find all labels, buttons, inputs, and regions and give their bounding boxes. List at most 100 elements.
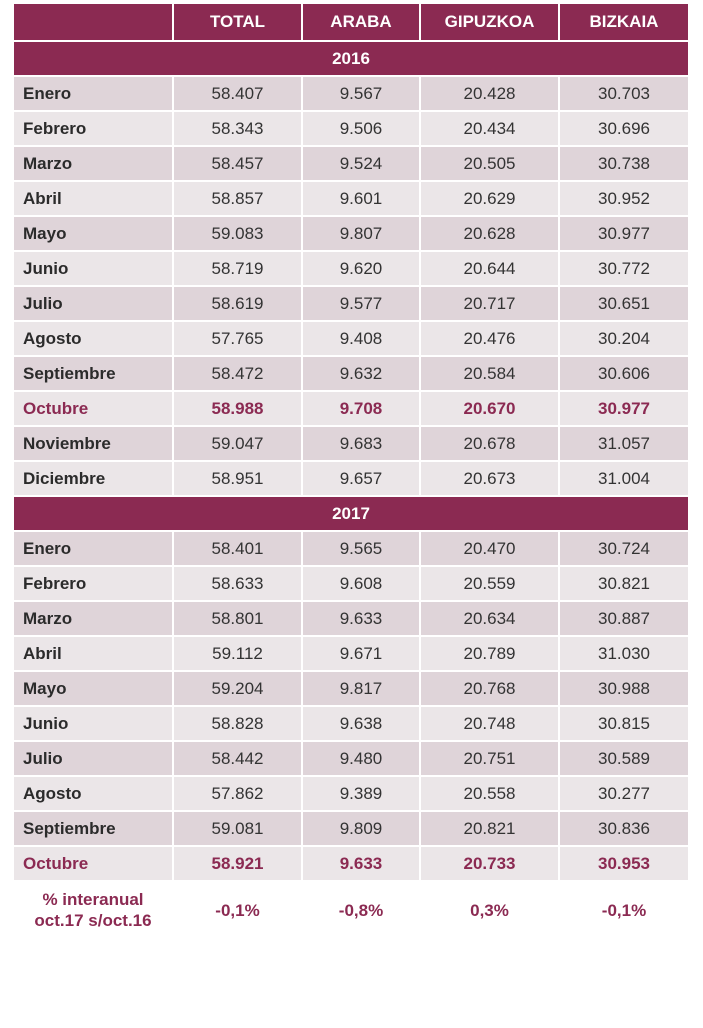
- cell-gipuzkoa: 20.470: [419, 530, 560, 567]
- cell-gipuzkoa: 20.476: [419, 320, 560, 357]
- year-header-row: 2017: [12, 495, 690, 532]
- cell-total: 58.343: [172, 110, 303, 147]
- cell-gipuzkoa: 20.733: [419, 845, 560, 882]
- interannual-total: -0,1%: [172, 880, 303, 940]
- cell-gipuzkoa: 20.748: [419, 705, 560, 742]
- cell-bizkaia: 30.977: [558, 215, 690, 252]
- cell-araba: 9.632: [301, 355, 421, 392]
- cell-araba: 9.567: [301, 75, 421, 112]
- cell-bizkaia: 30.772: [558, 250, 690, 287]
- cell-araba: 9.809: [301, 810, 421, 847]
- cell-gipuzkoa: 20.644: [419, 250, 560, 287]
- month-label: Abril: [12, 180, 174, 217]
- cell-total: 57.862: [172, 775, 303, 812]
- cell-araba: 9.708: [301, 390, 421, 427]
- table-row: Agosto 57.765 9.408 20.476 30.204: [12, 320, 690, 357]
- cell-total: 58.828: [172, 705, 303, 742]
- table-row: Julio 58.442 9.480 20.751 30.589: [12, 740, 690, 777]
- cell-gipuzkoa: 20.821: [419, 810, 560, 847]
- cell-bizkaia: 30.277: [558, 775, 690, 812]
- cell-total: 59.083: [172, 215, 303, 252]
- cell-gipuzkoa: 20.629: [419, 180, 560, 217]
- month-label: Junio: [12, 705, 174, 742]
- cell-total: 58.951: [172, 460, 303, 497]
- table-row: Mayo 59.204 9.817 20.768 30.988: [12, 670, 690, 707]
- month-label: Septiembre: [12, 355, 174, 392]
- month-label: Agosto: [12, 775, 174, 812]
- cell-araba: 9.683: [301, 425, 421, 462]
- cell-total: 58.801: [172, 600, 303, 637]
- cell-araba: 9.620: [301, 250, 421, 287]
- table-row: Abril 59.112 9.671 20.789 31.030: [12, 635, 690, 672]
- cell-bizkaia: 30.606: [558, 355, 690, 392]
- cell-total: 58.401: [172, 530, 303, 567]
- cell-gipuzkoa: 20.634: [419, 600, 560, 637]
- month-label: Enero: [12, 75, 174, 112]
- cell-total: 58.719: [172, 250, 303, 287]
- interannual-label: % interanual oct.17 s/oct.16: [12, 880, 174, 940]
- month-label: Mayo: [12, 670, 174, 707]
- cell-bizkaia: 30.988: [558, 670, 690, 707]
- table-row: Junio 58.828 9.638 20.748 30.815: [12, 705, 690, 742]
- table-row: Septiembre 58.472 9.632 20.584 30.606: [12, 355, 690, 392]
- cell-araba: 9.633: [301, 600, 421, 637]
- header-gipuzkoa: GIPUZKOA: [419, 2, 560, 42]
- cell-total: 58.472: [172, 355, 303, 392]
- cell-gipuzkoa: 20.678: [419, 425, 560, 462]
- month-label: Junio: [12, 250, 174, 287]
- header-total: TOTAL: [172, 2, 303, 42]
- cell-gipuzkoa: 20.628: [419, 215, 560, 252]
- month-label: Julio: [12, 285, 174, 322]
- cell-gipuzkoa: 20.673: [419, 460, 560, 497]
- header-blank: [12, 2, 174, 42]
- cell-araba: 9.565: [301, 530, 421, 567]
- cell-total: 59.081: [172, 810, 303, 847]
- cell-bizkaia: 30.953: [558, 845, 690, 882]
- cell-bizkaia: 30.815: [558, 705, 690, 742]
- cell-araba: 9.657: [301, 460, 421, 497]
- cell-bizkaia: 31.057: [558, 425, 690, 462]
- cell-total: 58.857: [172, 180, 303, 217]
- month-label: Agosto: [12, 320, 174, 357]
- cell-araba: 9.608: [301, 565, 421, 602]
- interannual-label-line1: % interanual: [42, 890, 144, 909]
- cell-gipuzkoa: 20.434: [419, 110, 560, 147]
- table-row: Marzo 58.801 9.633 20.634 30.887: [12, 600, 690, 637]
- cell-bizkaia: 30.589: [558, 740, 690, 777]
- cell-bizkaia: 31.030: [558, 635, 690, 672]
- month-label: Octubre: [12, 390, 174, 427]
- cell-araba: 9.389: [301, 775, 421, 812]
- table-row: Febrero 58.633 9.608 20.559 30.821: [12, 565, 690, 602]
- table-row: Noviembre 59.047 9.683 20.678 31.057: [12, 425, 690, 462]
- cell-gipuzkoa: 20.558: [419, 775, 560, 812]
- month-label: Febrero: [12, 565, 174, 602]
- table-row: Agosto 57.862 9.389 20.558 30.277: [12, 775, 690, 812]
- cell-bizkaia: 30.696: [558, 110, 690, 147]
- table-row: Abril 58.857 9.601 20.629 30.952: [12, 180, 690, 217]
- table-row: Enero 58.401 9.565 20.470 30.724: [12, 530, 690, 567]
- table-row: Julio 58.619 9.577 20.717 30.651: [12, 285, 690, 322]
- cell-gipuzkoa: 20.559: [419, 565, 560, 602]
- cell-araba: 9.408: [301, 320, 421, 357]
- table-row: Octubre 58.988 9.708 20.670 30.977: [12, 390, 690, 427]
- month-label: Mayo: [12, 215, 174, 252]
- data-table: TOTAL ARABA GIPUZKOA BIZKAIA 2016 Enero 58…: [12, 2, 690, 940]
- cell-total: 59.204: [172, 670, 303, 707]
- interannual-row: % interanual oct.17 s/oct.16 -0,1% -0,8%…: [12, 880, 690, 940]
- interannual-label-line2: oct.17 s/oct.16: [34, 911, 152, 930]
- table-row: Enero 58.407 9.567 20.428 30.703: [12, 75, 690, 112]
- cell-bizkaia: 30.977: [558, 390, 690, 427]
- header-bizkaia: BIZKAIA: [558, 2, 690, 42]
- cell-total: 58.988: [172, 390, 303, 427]
- cell-bizkaia: 30.204: [558, 320, 690, 357]
- year-label: 2016: [12, 40, 690, 77]
- month-label: Septiembre: [12, 810, 174, 847]
- cell-bizkaia: 30.952: [558, 180, 690, 217]
- cell-araba: 9.577: [301, 285, 421, 322]
- cell-total: 58.457: [172, 145, 303, 182]
- year-header-row: 2016: [12, 40, 690, 77]
- month-label: Noviembre: [12, 425, 174, 462]
- table-row: Junio 58.719 9.620 20.644 30.772: [12, 250, 690, 287]
- cell-araba: 9.601: [301, 180, 421, 217]
- cell-total: 58.407: [172, 75, 303, 112]
